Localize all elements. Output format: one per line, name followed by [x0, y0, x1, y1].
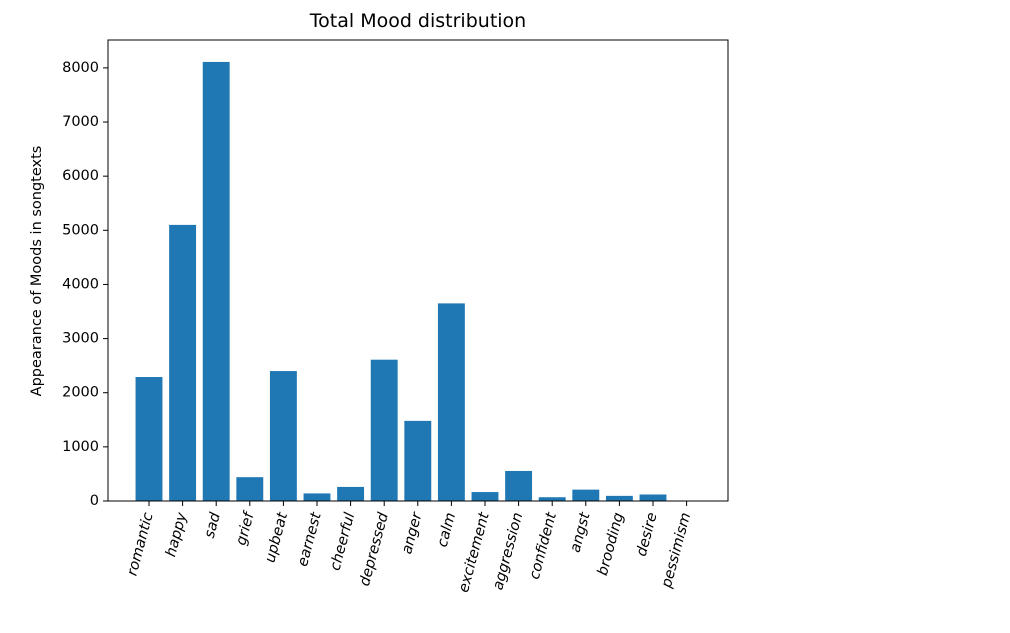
- chart-title: Total Mood distribution: [309, 10, 526, 32]
- bar-confident: [538, 497, 566, 501]
- x-tick-label-earnest: earnest: [295, 510, 325, 569]
- y-tick-label-3000: 3000: [62, 331, 99, 347]
- bars-group: [135, 61, 701, 502]
- bar-aggression: [505, 470, 533, 501]
- bar-calm: [437, 303, 465, 501]
- x-tick-label-confident: confident: [527, 510, 560, 581]
- x-tick-label-desire: desire: [634, 511, 661, 558]
- y-tick-label-4000: 4000: [62, 276, 99, 292]
- x-tick-label-happy: happy: [163, 511, 190, 559]
- bar-cheerful: [337, 486, 365, 501]
- bar-angst: [572, 489, 600, 501]
- bar-depressed: [370, 359, 398, 501]
- y-axis-ticks: 0 1000 2000 3000 4000 5000 6000 7000 8000: [62, 60, 108, 509]
- bar-desire: [639, 494, 667, 501]
- x-tick-label-upbeat: upbeat: [262, 510, 291, 565]
- bar-sad: [202, 61, 230, 502]
- x-tick-label-calm: calm: [435, 511, 460, 549]
- bar-romantic: [135, 377, 163, 501]
- x-tick-label-anger: anger: [399, 510, 426, 556]
- x-tick-label-angst: angst: [568, 510, 594, 555]
- bar-brooding: [605, 495, 633, 501]
- y-tick-label-6000: 6000: [62, 168, 99, 184]
- x-tick-label-brooding: brooding: [595, 511, 627, 577]
- x-tick-label-depressed: depressed: [357, 510, 392, 588]
- bar-earnest: [303, 493, 331, 501]
- y-tick-label-2000: 2000: [62, 385, 99, 401]
- bar-excitement: [471, 492, 499, 501]
- bar-grief: [236, 477, 264, 501]
- x-tick-label-aggression: aggression: [490, 511, 526, 592]
- y-tick-label-1000: 1000: [62, 439, 99, 455]
- plot-area-frame: [107, 39, 729, 502]
- x-tick-label-excitement: excitement: [456, 510, 493, 595]
- x-tick-label-sad: sad: [202, 510, 224, 540]
- x-axis-ticks: romantic happy sad grief upbeat earnest cheerf…: [125, 501, 695, 595]
- x-tick-label-cheerful: cheerful: [328, 511, 359, 572]
- y-tick-label-8000: 8000: [62, 60, 99, 76]
- y-tick-label-7000: 7000: [62, 114, 99, 130]
- bar-upbeat: [269, 371, 297, 501]
- x-tick-label-pessimism: pessimism: [659, 511, 695, 591]
- bar-happy: [169, 224, 197, 501]
- bar-anger: [404, 420, 432, 501]
- x-tick-label-grief: grief: [233, 509, 258, 547]
- x-tick-label-romantic: romantic: [125, 511, 157, 578]
- y-axis-label: Appearance of Moods in songtexts: [29, 146, 45, 397]
- y-tick-label-5000: 5000: [62, 222, 99, 238]
- y-tick-label-0: 0: [90, 493, 99, 509]
